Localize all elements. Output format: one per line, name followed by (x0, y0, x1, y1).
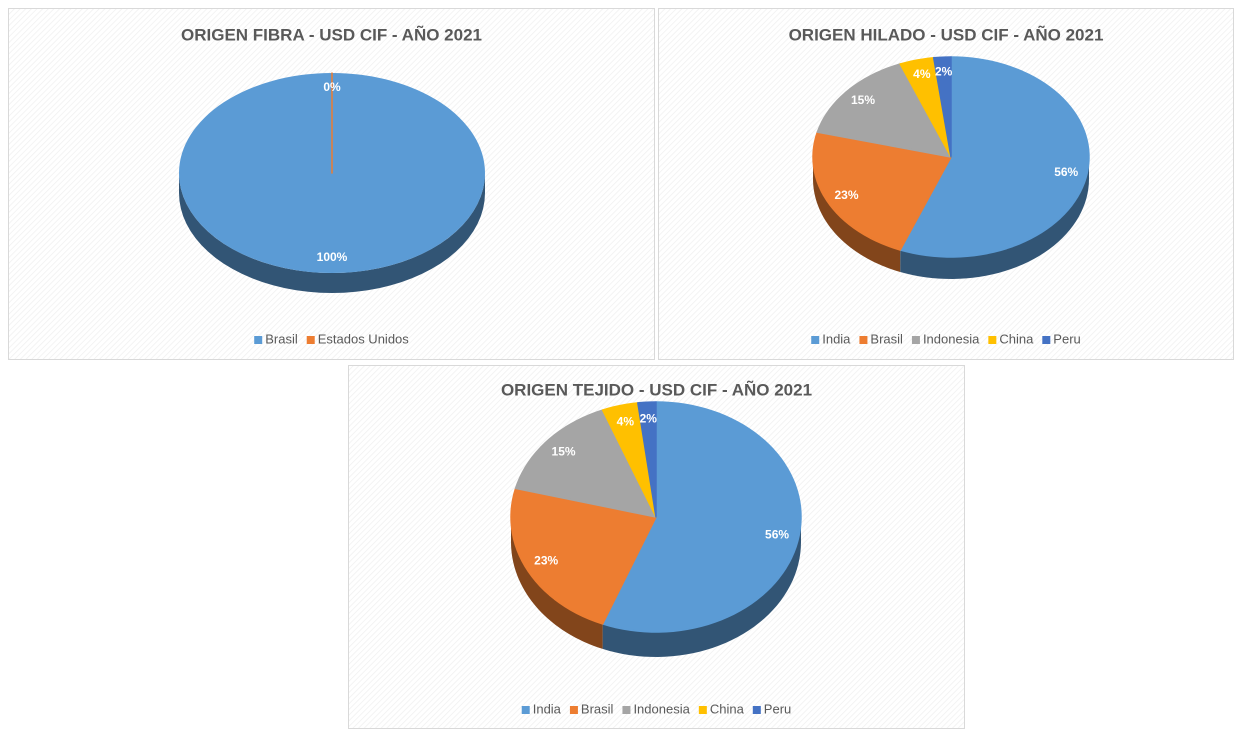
data-label: 56% (1054, 165, 1078, 179)
legend-label: India (533, 701, 562, 716)
pie-slice (899, 56, 1090, 258)
legend: India Brasil Indonesia China Peru (521, 701, 791, 716)
data-label: 23% (834, 188, 858, 202)
pie-slice (932, 56, 952, 158)
data-label: 2% (640, 412, 658, 426)
pie-sides (813, 157, 1089, 279)
chart: ORIGEN HILADO - USD CIF - AÑO 2021 56% 23%… (658, 8, 1234, 360)
legend-label: Indonesia (633, 701, 690, 716)
legend-swatch (306, 336, 315, 344)
legend-swatch (521, 706, 530, 714)
chart-title: ORIGEN HILADO - USD CIF - AÑO 2021 (789, 24, 1104, 44)
data-label: 15% (552, 445, 576, 459)
pie-side (900, 157, 1089, 279)
pie-slice (601, 401, 802, 633)
legend-swatch (569, 706, 578, 714)
pie-slice (601, 402, 657, 518)
pie-tops (179, 72, 485, 273)
pie-slice (812, 131, 952, 251)
data-label: 0% (323, 80, 341, 94)
chart-title: ORIGEN FIBRA - USD CIF - AÑO 2021 (181, 24, 482, 44)
data-label: 56% (765, 527, 789, 541)
pie-tops (510, 401, 802, 633)
legend-label: Brasil (870, 331, 903, 346)
legend-label: Indonesia (923, 331, 980, 346)
legend-swatch (698, 706, 707, 714)
legend-label: Estados Unidos (318, 331, 410, 346)
chart-title: ORIGEN TEJIDO - USD CIF - AÑO 2021 (501, 379, 812, 399)
legend-swatch (254, 336, 263, 344)
legend-swatch (1042, 336, 1051, 344)
pie-slice (899, 57, 952, 158)
pie-side (511, 517, 603, 649)
legend-swatch (811, 336, 820, 344)
legend-label: Brasil (581, 701, 614, 716)
legend-label: Peru (764, 701, 791, 716)
pie-slice (510, 487, 657, 625)
legend-label: India (822, 331, 851, 346)
legend-label: Brasil (265, 331, 298, 346)
pie-slice (637, 401, 657, 518)
pie-slice (514, 409, 657, 518)
data-label: 15% (851, 93, 875, 107)
pie-slice (816, 63, 952, 158)
legend-label: China (710, 701, 745, 716)
chart: ORIGEN FIBRA - USD CIF - AÑO 2021 100% 0% B… (8, 8, 655, 360)
pie-side (602, 517, 801, 657)
pie-tops (812, 56, 1090, 258)
legend-swatch (859, 336, 868, 344)
data-label: 4% (617, 414, 635, 428)
legend-swatch (622, 706, 631, 714)
legend-swatch (911, 336, 920, 344)
legend-swatch (988, 336, 997, 344)
data-label: 100% (317, 250, 348, 264)
data-label: 2% (935, 64, 953, 78)
chart: ORIGEN TEJIDO - USD CIF - AÑO 2021 56% 23%… (348, 365, 965, 729)
legend: India Brasil Indonesia China Peru (811, 331, 1081, 346)
legend: Brasil Estados Unidos (254, 331, 409, 346)
data-label: 23% (534, 554, 558, 568)
pie-sides (179, 173, 485, 293)
legend-label: Peru (1053, 331, 1080, 346)
data-label: 4% (913, 67, 931, 81)
pie-side (179, 173, 485, 293)
legend-label: China (999, 331, 1034, 346)
legend-swatch (752, 706, 761, 714)
pie-side (813, 157, 901, 272)
pie-sides (511, 517, 801, 657)
